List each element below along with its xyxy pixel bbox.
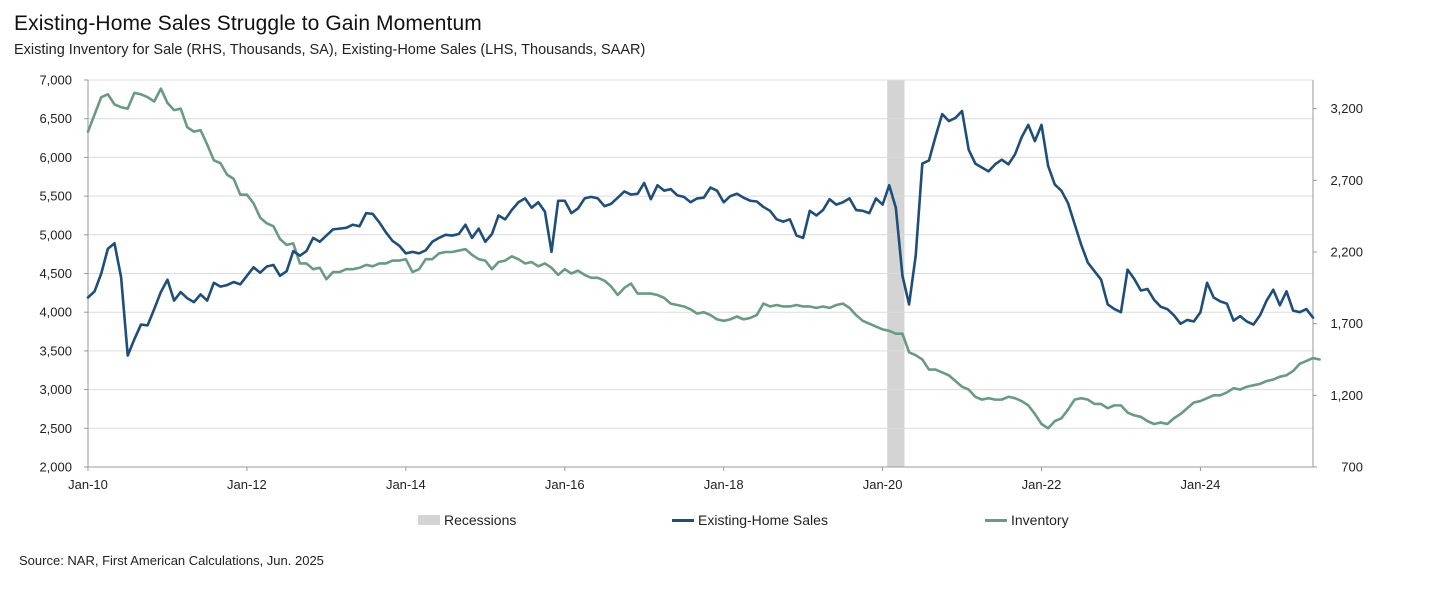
left-y-tick-label: 7,000: [39, 73, 72, 88]
legend-item-recessions: Recessions: [418, 512, 516, 528]
left-y-tick-label: 4,500: [39, 266, 72, 281]
x-tick-label: Jan-10: [68, 477, 108, 492]
left-y-tick-label: 6,000: [39, 150, 72, 165]
legend-swatch-recessions: [418, 515, 440, 525]
chart-subtitle: Existing Inventory for Sale (RHS, Thousa…: [14, 42, 646, 58]
right-y-tick-label: 3,200: [1330, 101, 1363, 116]
legend-swatch-existing-home-sales: [672, 518, 694, 522]
legend: Recessions Existing-Home Sales Inventory: [0, 512, 1445, 532]
left-y-tick-label: 3,500: [39, 343, 72, 358]
right-y-axis-tick-labels: 700 1,200 1,700 2,200 2,700 3,200: [1313, 101, 1363, 475]
legend-swatch-inventory: [985, 518, 1007, 522]
left-y-tick-label: 4,000: [39, 305, 72, 320]
gridlines: [88, 79, 1313, 429]
source-note: Source: NAR, First American Calculations…: [19, 553, 324, 568]
left-y-tick-label: 5,000: [39, 227, 72, 242]
left-y-tick-label: 3,000: [39, 382, 72, 397]
left-y-tick-label: 6,500: [39, 111, 72, 126]
right-y-tick-label: 1,700: [1330, 316, 1363, 331]
x-tick-label: Jan-14: [386, 477, 426, 492]
chart-title: Existing-Home Sales Struggle to Gain Mom…: [14, 12, 482, 35]
left-y-tick-label: 2,500: [39, 421, 72, 436]
right-y-tick-label: 2,200: [1330, 245, 1363, 260]
x-tick-label: Jan-16: [545, 477, 585, 492]
legend-label-recessions: Recessions: [444, 512, 517, 528]
inventory-line: [86, 87, 1321, 430]
existing-home-sales-line: [86, 109, 1315, 357]
x-tick-label: Jan-24: [1181, 477, 1221, 492]
left-y-tick-label: 2,000: [39, 460, 72, 475]
series-lines: [86, 87, 1321, 430]
legend-item-inventory: Inventory: [985, 512, 1069, 528]
x-tick-label: Jan-12: [227, 477, 267, 492]
x-axis-tick-labels: Jan-10 Jan-12 Jan-14 Jan-16 Jan-18 Jan-20 Jan-…: [68, 467, 1220, 492]
x-tick-label: Jan-18: [704, 477, 744, 492]
right-y-tick-label: 700: [1341, 460, 1363, 475]
legend-label-inventory: Inventory: [1011, 512, 1069, 528]
legend-label-existing-home-sales: Existing-Home Sales: [698, 512, 828, 528]
left-y-axis-tick-labels: 2,000 2,500 3,000 3,500 4,000 4,500 5,000 5,500…: [39, 73, 88, 475]
x-tick-label: Jan-22: [1022, 477, 1062, 492]
legend-item-existing-home-sales: Existing-Home Sales: [672, 512, 828, 528]
right-y-tick-label: 2,700: [1330, 173, 1363, 188]
right-y-tick-label: 1,200: [1330, 388, 1363, 403]
x-tick-label: Jan-20: [863, 477, 903, 492]
left-y-tick-label: 5,500: [39, 189, 72, 204]
